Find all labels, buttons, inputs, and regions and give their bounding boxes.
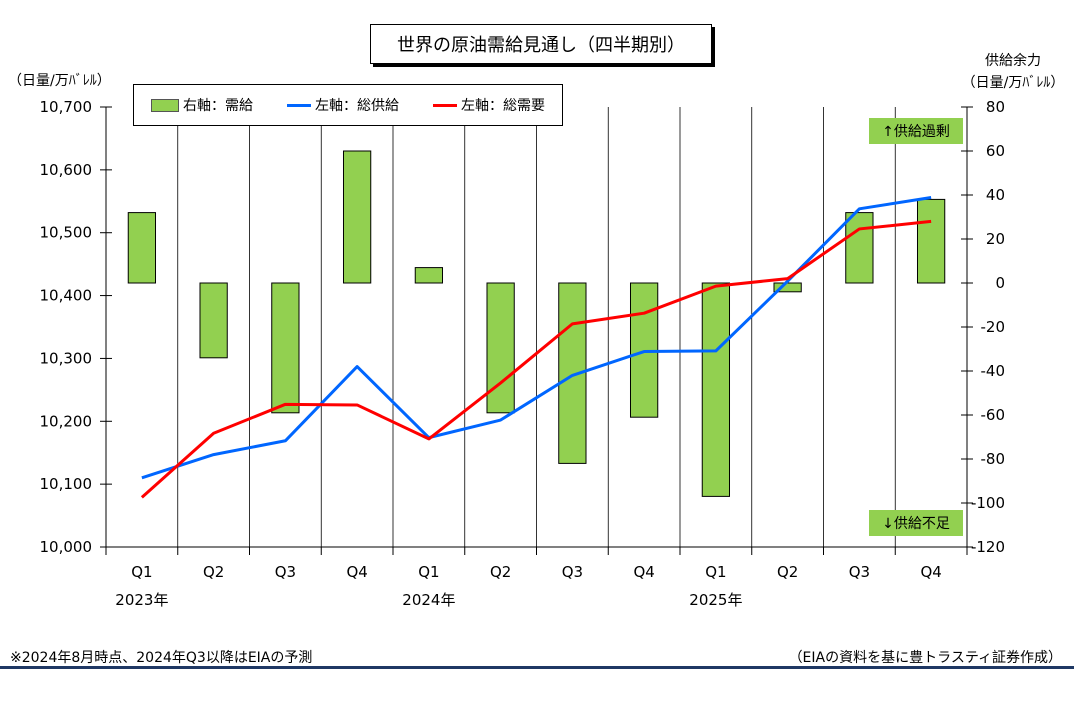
- year-label: 2023年: [115, 591, 168, 609]
- surplus-note: ↑供給過剰: [869, 118, 963, 144]
- right-tick-label: -100: [971, 494, 1005, 512]
- balance-bar: [701, 282, 731, 497]
- balance-bar: [127, 212, 157, 284]
- x-tick-label: Q1: [131, 563, 152, 581]
- x-tick-label: Q1: [418, 563, 439, 581]
- right-tick-label: 0: [995, 274, 1005, 292]
- left-tick-label: 10,200: [40, 412, 93, 430]
- shortage-note: ↓供給不足: [869, 510, 963, 536]
- footnote: ※2024年8月時点、2024年Q3以降はEIAの予測: [10, 650, 313, 666]
- left-tick-label: 10,700: [40, 98, 93, 116]
- left-tick-label: 10,600: [40, 161, 93, 179]
- x-tick-label: Q1: [705, 563, 726, 581]
- x-tick-label: Q2: [777, 563, 798, 581]
- x-tick-label: Q4: [633, 563, 654, 581]
- left-tick-label: 10,400: [40, 287, 93, 305]
- legend-item-supply: 左軸：総供給: [287, 95, 399, 115]
- right-tick-label: 60: [986, 142, 1005, 160]
- left-tick-label: 10,100: [40, 475, 93, 493]
- balance-bar: [342, 150, 372, 284]
- right-tick-label: -120: [971, 538, 1005, 556]
- bottom-rule: [0, 666, 1074, 669]
- right-axis-unit: （日量/万ﾊﾞﾚﾙ）: [961, 75, 1065, 91]
- right-tick-label: -40: [981, 362, 1006, 380]
- legend-swatch-bar: [151, 98, 179, 112]
- legend-swatch-demand: [433, 103, 457, 107]
- source-note: （EIAの資料を基に豊トラスティ証券作成）: [788, 650, 1062, 666]
- year-label: 2025年: [689, 591, 742, 609]
- legend: 右軸：需給 左軸：総供給 左軸：総需要: [133, 84, 563, 126]
- balance-bar: [916, 198, 946, 284]
- year-label: 2024年: [402, 591, 455, 609]
- balance-bar: [486, 282, 515, 414]
- chart-title: 世界の原油需給見通し（四半期別）: [370, 24, 712, 64]
- right-tick-label: -20: [981, 318, 1006, 336]
- chart-title-text: 世界の原油需給見通し（四半期別）: [397, 35, 685, 56]
- x-tick-label: Q3: [275, 563, 296, 581]
- right-axis-label: 供給余力 （日量/万ﾊﾞﾚﾙ）: [958, 50, 1068, 94]
- right-axis-title: 供給余力: [985, 53, 1041, 69]
- balance-bar: [414, 267, 444, 284]
- balance-bar: [199, 282, 228, 359]
- legend-label-balance: 右軸：需給: [183, 98, 253, 114]
- demand-line: [140, 219, 932, 499]
- legend-swatch-supply: [287, 103, 311, 107]
- left-tick-label: 10,500: [40, 224, 93, 242]
- right-tick-label: -60: [981, 406, 1006, 424]
- left-tick-label: 10,000: [40, 538, 93, 556]
- left-axis-unit: （日量/万ﾊﾞﾚﾙ）: [8, 73, 111, 89]
- x-tick-label: Q4: [920, 563, 941, 581]
- right-tick-label: 40: [986, 186, 1005, 204]
- x-tick-label: Q3: [562, 563, 583, 581]
- balance-bar: [271, 282, 300, 414]
- balance-bar: [845, 212, 874, 284]
- legend-item-balance: 右軸：需給: [151, 95, 253, 115]
- x-tick-label: Q4: [346, 563, 367, 581]
- right-tick-label: -80: [981, 450, 1006, 468]
- right-tick-label: 80: [986, 98, 1005, 116]
- legend-item-demand: 左軸：総需要: [433, 95, 545, 115]
- legend-label-supply: 左軸：総供給: [315, 98, 399, 114]
- x-tick-label: Q2: [490, 563, 511, 581]
- x-tick-label: Q3: [849, 563, 870, 581]
- left-tick-label: 10,300: [40, 349, 93, 367]
- legend-label-demand: 左軸：総需要: [461, 98, 545, 114]
- right-tick-label: 20: [986, 230, 1005, 248]
- x-tick-label: Q2: [203, 563, 224, 581]
